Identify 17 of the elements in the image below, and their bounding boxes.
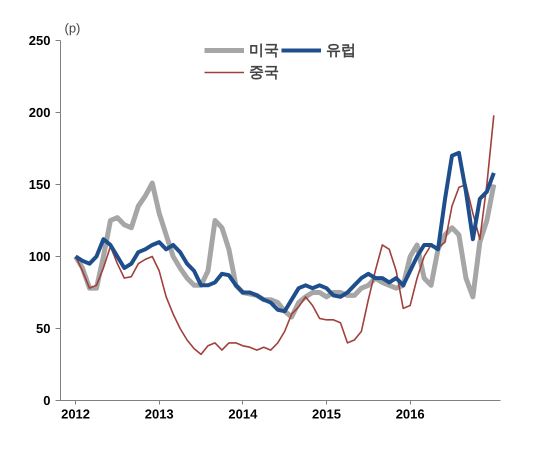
x-tick-label: 2015 [312,406,341,422]
y-tick-label: 250 [28,33,51,48]
y-axis-title: (p) [64,20,80,36]
y-tick-label: 150 [28,177,51,192]
x-tick-label: 2016 [396,406,425,422]
x-tick-label: 2012 [61,406,90,422]
y-tick-label: 200 [28,105,51,120]
y-tick-label: 0 [43,393,51,408]
legend-label: 중국 [249,62,279,82]
y-tick-label: 100 [28,249,51,264]
y-tick-label: 50 [36,321,51,336]
legend-label: 유럽 [326,40,356,60]
x-tick-label: 2013 [144,406,174,422]
line-series [74,150,496,314]
line-series [74,114,495,356]
x-tick-label: 2014 [228,406,258,422]
legend-label: 미국 [249,40,279,60]
